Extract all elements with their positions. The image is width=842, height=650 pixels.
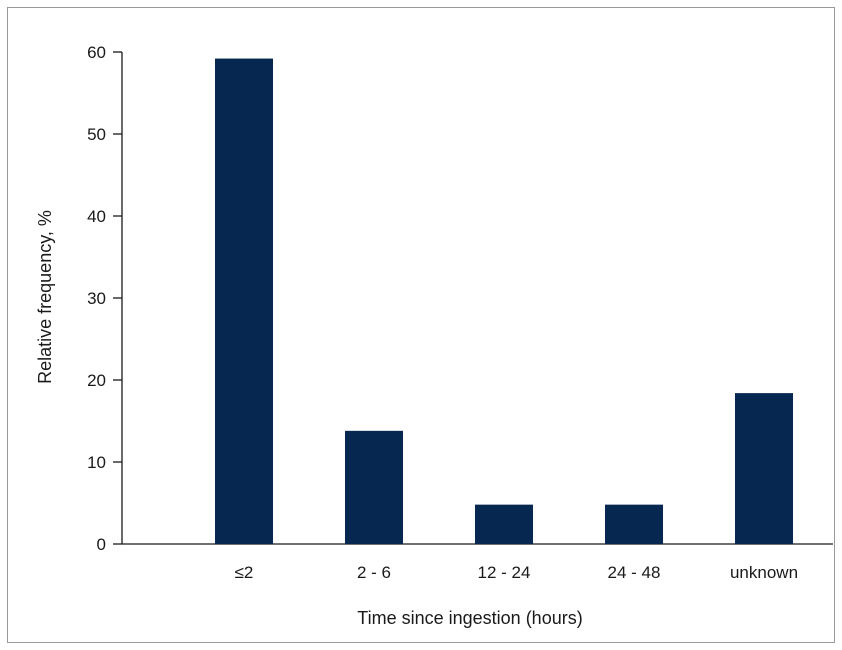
x-tick-label: 12 - 24	[478, 563, 531, 582]
bar	[215, 58, 273, 545]
bars	[215, 58, 793, 545]
y-axis: 0 10 20 30 40 50 60	[87, 43, 123, 554]
y-tick-label: 20	[87, 371, 106, 390]
bar	[475, 504, 533, 544]
y-tick-label: 40	[87, 207, 106, 226]
bar-chart: 0 10 20 30 40 50 60 ≤2 2 - 6 12 - 24 24 - 48 unkno…	[35, 43, 833, 628]
x-tick-label: ≤2	[235, 563, 254, 582]
y-tick-label: 0	[97, 535, 106, 554]
bar	[345, 430, 403, 544]
y-tick-label: 30	[87, 289, 106, 308]
y-tick-label: 10	[87, 453, 106, 472]
bar	[735, 393, 793, 544]
x-tick-label: unknown	[730, 563, 798, 582]
x-axis: ≤2 2 - 6 12 - 24 24 - 48 unknown	[122, 543, 833, 582]
bar	[605, 504, 663, 544]
x-axis-title: Time since ingestion (hours)	[357, 608, 582, 628]
x-tick-label: 24 - 48	[608, 563, 661, 582]
y-axis-title: Relative frequency, %	[35, 210, 55, 384]
chart-frame: 0 10 20 30 40 50 60 ≤2 2 - 6 12 - 24 24 - 48 unkno…	[7, 7, 835, 643]
y-tick-label: 60	[87, 43, 106, 62]
y-tick-label: 50	[87, 125, 106, 144]
x-tick-label: 2 - 6	[357, 563, 391, 582]
